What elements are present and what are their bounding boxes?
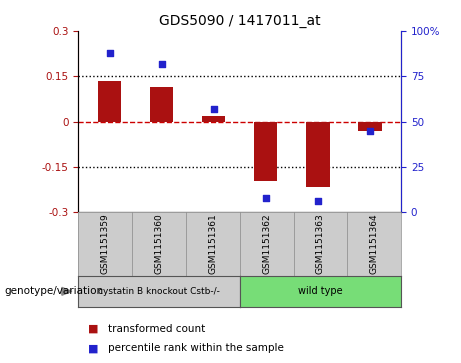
Bar <box>358 122 382 131</box>
Text: transformed count: transformed count <box>108 323 206 334</box>
Point <box>314 199 321 204</box>
Text: GSM1151363: GSM1151363 <box>316 213 325 274</box>
Point <box>106 50 113 56</box>
Text: genotype/variation: genotype/variation <box>5 286 104 296</box>
Point <box>158 61 165 66</box>
Point <box>366 128 373 134</box>
Text: wild type: wild type <box>298 286 343 296</box>
Bar <box>254 122 278 180</box>
Bar <box>98 81 121 122</box>
Text: percentile rank within the sample: percentile rank within the sample <box>108 343 284 354</box>
Text: ■: ■ <box>88 343 98 354</box>
Text: GSM1151359: GSM1151359 <box>101 213 110 274</box>
Bar <box>202 115 225 122</box>
Bar <box>150 87 173 122</box>
Point <box>210 106 218 112</box>
Text: GSM1151362: GSM1151362 <box>262 213 271 274</box>
Text: GSM1151361: GSM1151361 <box>208 213 217 274</box>
Title: GDS5090 / 1417011_at: GDS5090 / 1417011_at <box>159 15 320 28</box>
Point <box>262 195 269 201</box>
Text: cystatin B knockout Cstb-/-: cystatin B knockout Cstb-/- <box>98 287 220 296</box>
Bar <box>306 122 330 187</box>
Text: GSM1151364: GSM1151364 <box>370 213 378 274</box>
Text: ■: ■ <box>88 323 98 334</box>
Text: GSM1151360: GSM1151360 <box>154 213 164 274</box>
